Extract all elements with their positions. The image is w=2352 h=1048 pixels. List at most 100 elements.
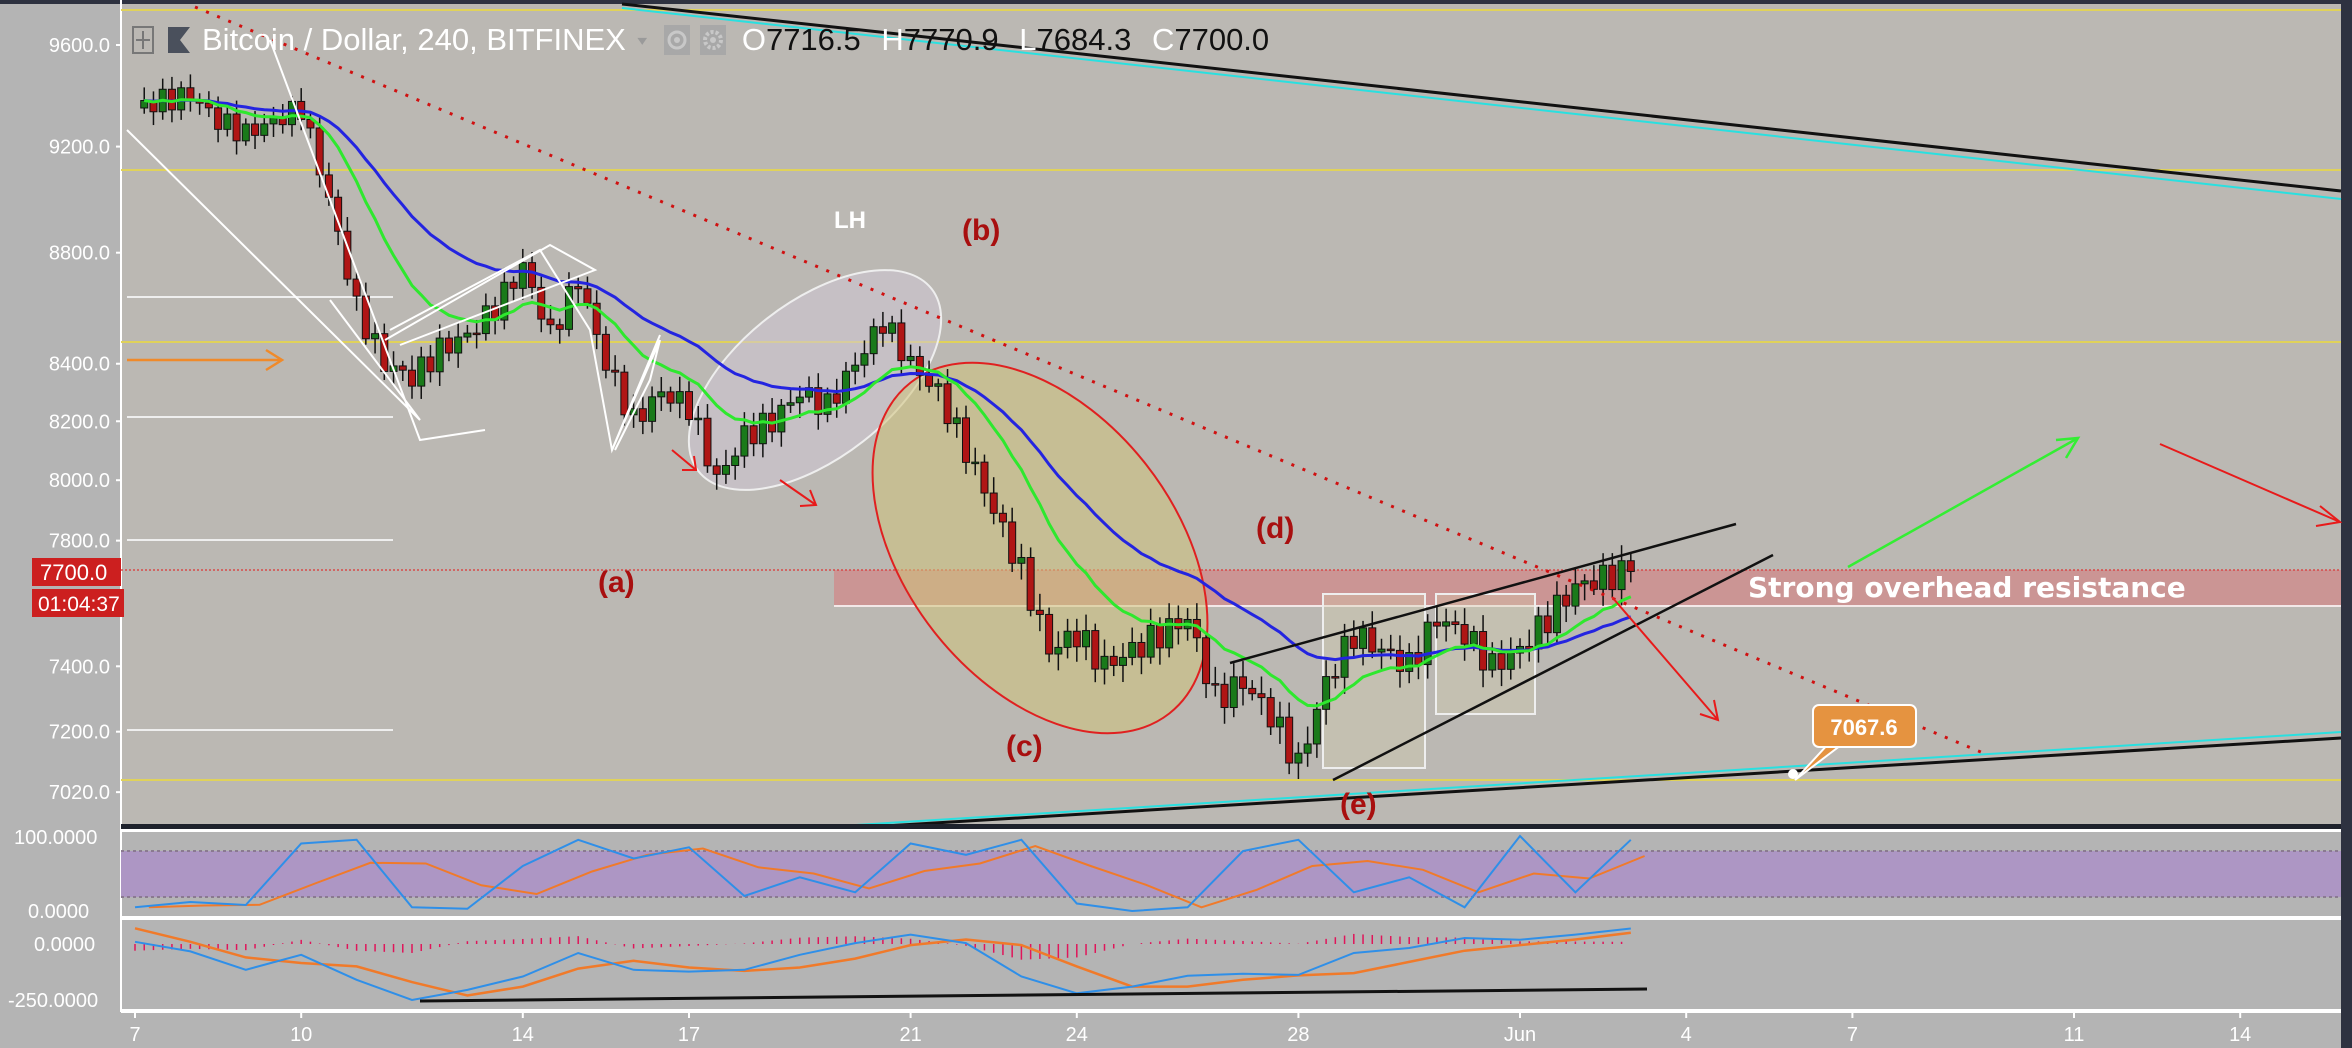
- candle-body: [1608, 564, 1617, 591]
- support-trend-line[interactable]: [884, 736, 2342, 828]
- fast-moving-average[interactable]: [143, 98, 1632, 708]
- candle-body: [943, 383, 952, 425]
- eye-icon[interactable]: [663, 25, 690, 55]
- date-tick-label: 14: [512, 1024, 534, 1046]
- candle-body: [1220, 683, 1229, 709]
- pane-separator[interactable]: [121, 829, 2341, 832]
- candle-body: [1285, 716, 1294, 764]
- candle-body: [1322, 676, 1331, 710]
- close-label: C: [1151, 22, 1175, 57]
- right-scrollbar[interactable]: [2341, 0, 2352, 1048]
- candle-body: [786, 402, 795, 406]
- stoch-d-line[interactable]: [148, 844, 1645, 909]
- candle-body: [1386, 648, 1395, 652]
- candle-body: [546, 318, 555, 326]
- candle-body: [1118, 656, 1127, 666]
- macd-line[interactable]: [134, 927, 1631, 1002]
- price-tick-label: 7020.0: [49, 782, 110, 804]
- date-tick-label: 11: [2064, 1024, 2085, 1046]
- plus-square-icon[interactable]: [130, 25, 156, 55]
- candle-body: [555, 324, 564, 330]
- gear-icon[interactable]: [699, 25, 726, 55]
- slow-moving-average[interactable]: [144, 98, 1632, 662]
- correction-ellipse[interactable]: [804, 299, 1275, 796]
- candle-body: [611, 369, 620, 373]
- candle-body: [1303, 743, 1312, 754]
- macd-divergence-line[interactable]: [419, 987, 1648, 1003]
- support-cyan-line[interactable]: [839, 731, 2342, 827]
- price-tick-label: 8800.0: [49, 243, 110, 265]
- candle-body: [204, 102, 213, 109]
- candle-body: [860, 353, 869, 366]
- candle-body: [1599, 564, 1608, 590]
- green-arrow[interactable]: [1847, 436, 2081, 569]
- candle-body: [1229, 676, 1238, 709]
- candle-body: [952, 417, 961, 425]
- candle-body: [962, 417, 970, 463]
- candle-body: [1552, 594, 1561, 634]
- orange-arrow[interactable]: [127, 348, 285, 372]
- wave-label-a: (a): [598, 566, 635, 599]
- wedge-upper-line[interactable]: [1229, 522, 1737, 665]
- price-tick-label: 7200.0: [49, 722, 110, 744]
- price-axis[interactable]: 9600.0 9200.0 8800.0 8400.0 8200.0 8000.0 7800…: [49, 35, 121, 804]
- candle-body: [648, 396, 657, 422]
- pane-separator[interactable]: [121, 1009, 2341, 1013]
- candle-body: [1091, 630, 1100, 670]
- pane-separator[interactable]: [121, 824, 2341, 829]
- candle-body: [1211, 683, 1220, 686]
- candle-body: [878, 326, 887, 334]
- date-axis[interactable]: 7 10 14 17 21 24 28 Jun 4 7 11 14: [129, 1013, 2251, 1046]
- symbol-title[interactable]: Bitcoin / Dollar, 240, BITFINEX: [202, 22, 626, 57]
- candle-body: [971, 461, 980, 465]
- candle-body: [435, 337, 444, 373]
- candle-body: [408, 369, 416, 387]
- candle-body: [934, 383, 943, 387]
- candle-body: [989, 492, 998, 514]
- candle-body: [1100, 655, 1109, 670]
- candle-body: [1405, 652, 1414, 672]
- candle-body: [721, 464, 730, 475]
- candle-body: [398, 365, 407, 371]
- macd-tick-0: 0.0000: [34, 934, 95, 956]
- stoch-k-line[interactable]: [134, 834, 1632, 913]
- candle-body: [1497, 653, 1506, 670]
- candle-body: [574, 286, 583, 290]
- price-tick-label: 9600.0: [49, 35, 110, 57]
- candle-body: [260, 123, 269, 136]
- candle-body: [851, 364, 860, 372]
- candle-body: [518, 262, 527, 289]
- upper-trend-line[interactable]: [621, 2, 2342, 193]
- candle-body: [1562, 594, 1571, 607]
- wedge-lower-line[interactable]: [1332, 553, 1774, 782]
- dropdown-icon[interactable]: [636, 25, 654, 55]
- upper-cyan-line[interactable]: [621, 7, 2342, 200]
- high-value: 7770.9: [903, 22, 999, 57]
- date-tick-label: 17: [678, 1024, 700, 1046]
- zigzag-drawings[interactable]: [126, 39, 661, 454]
- price-tick-label: 7800.0: [49, 531, 110, 553]
- candle-body: [666, 391, 675, 404]
- macd-signal-line[interactable]: [134, 927, 1631, 997]
- date-tick-label: Jun: [1504, 1024, 1536, 1046]
- bar-countdown: 01:04:37: [38, 593, 120, 616]
- date-tick-label: 7: [1847, 1024, 1858, 1046]
- candle-body: [1257, 693, 1266, 699]
- stoch-tick-0: 0.0000: [28, 901, 89, 923]
- pane-separator[interactable]: [121, 916, 2341, 920]
- candle-body: [528, 262, 537, 288]
- candle-body: [454, 336, 463, 354]
- resistance-label: Strong overhead resistance: [1748, 571, 2186, 604]
- candle-body: [251, 123, 260, 136]
- price-callout[interactable]: 7067.6: [1788, 704, 1917, 781]
- red-arrow[interactable]: [671, 443, 2343, 722]
- candle-body: [1395, 649, 1404, 672]
- candle-body: [592, 302, 601, 335]
- candle-body: [583, 288, 592, 304]
- candle-body: [1026, 557, 1035, 611]
- candle-body: [1617, 560, 1626, 591]
- candle-body: [998, 512, 1007, 523]
- candle-body: [1626, 560, 1635, 572]
- flag-icon[interactable]: [166, 25, 192, 55]
